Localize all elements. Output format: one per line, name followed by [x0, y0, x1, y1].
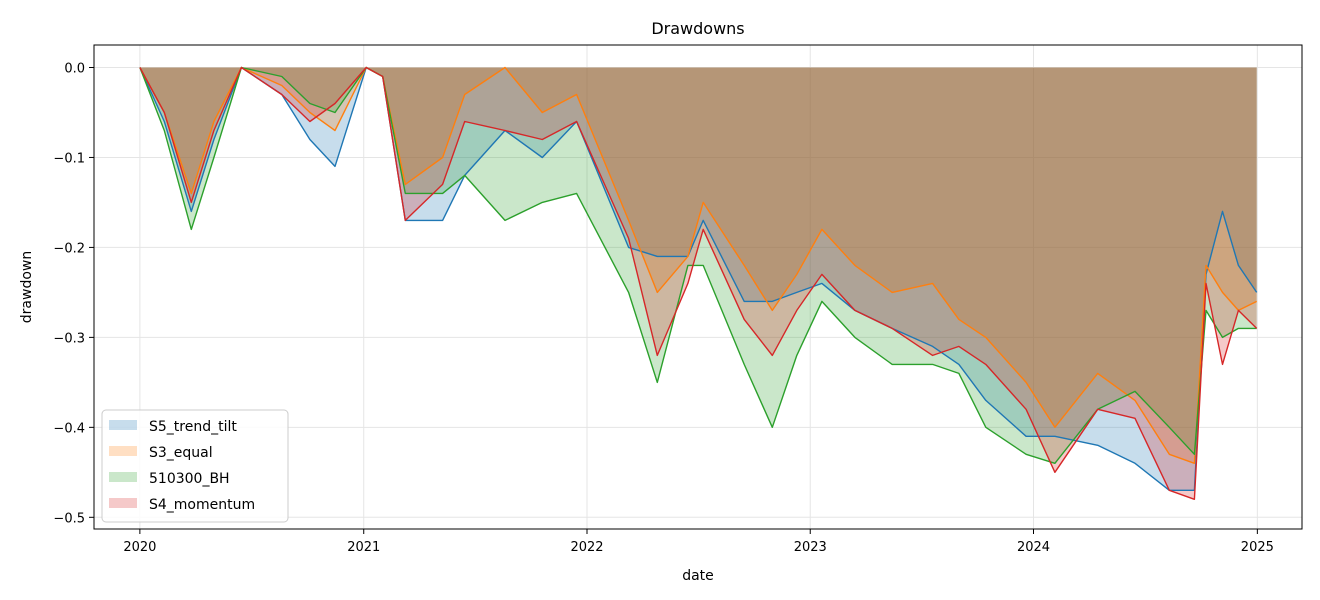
y-axis-ticks: 0.0 −0.1 −0.2 −0.3 −0.4 −0.5 — [53, 61, 94, 526]
chart-title: Drawdowns — [651, 19, 744, 38]
legend-swatch — [109, 472, 137, 482]
x-tick-label: 2025 — [1241, 540, 1274, 555]
series-line-S5_trend_tilt — [139, 66, 1258, 491]
x-axis-label: date — [682, 568, 714, 584]
series-line-S3_equal — [139, 66, 1258, 464]
series-fill-S3_equal — [139, 67, 1257, 464]
x-tick-label: 2021 — [347, 540, 380, 555]
series-lines — [139, 66, 1258, 500]
y-tick-label: −0.3 — [53, 331, 85, 346]
legend-label: 510300_BH — [149, 471, 230, 487]
legend: S5_trend_tilt S3_equal 510300_BH S4_momentu… — [101, 409, 289, 523]
x-tick-label: 2024 — [1017, 540, 1050, 555]
legend-label: S3_equal — [149, 445, 213, 461]
x-tick-label: 2020 — [123, 540, 156, 555]
legend-box — [101, 409, 289, 523]
y-tick-label: −0.4 — [53, 421, 85, 436]
y-tick-label: −0.2 — [53, 241, 85, 256]
plot-frame — [93, 44, 1303, 530]
x-tick-label: 2023 — [794, 540, 827, 555]
series-fill-S4_momentum — [139, 67, 1257, 500]
x-axis-ticks: 2020 2021 2022 2023 2024 2025 — [123, 529, 1274, 555]
legend-swatch — [109, 498, 137, 508]
legend-swatch — [109, 420, 137, 430]
legend-swatch — [109, 446, 137, 456]
y-tick-label: 0.0 — [64, 61, 85, 76]
series-fills — [139, 67, 1257, 500]
series-line-S4_momentum — [139, 66, 1258, 500]
y-tick-label: −0.1 — [53, 151, 85, 166]
series-fill-S5_trend_tilt — [139, 67, 1257, 491]
y-axis-label: drawdown — [19, 251, 35, 323]
x-tick-label: 2022 — [570, 540, 603, 555]
legend-label: S4_momentum — [149, 497, 255, 513]
legend-label: S5_trend_tilt — [149, 419, 237, 435]
y-tick-label: −0.5 — [53, 511, 85, 526]
series-line-510300_BH — [139, 66, 1257, 464]
